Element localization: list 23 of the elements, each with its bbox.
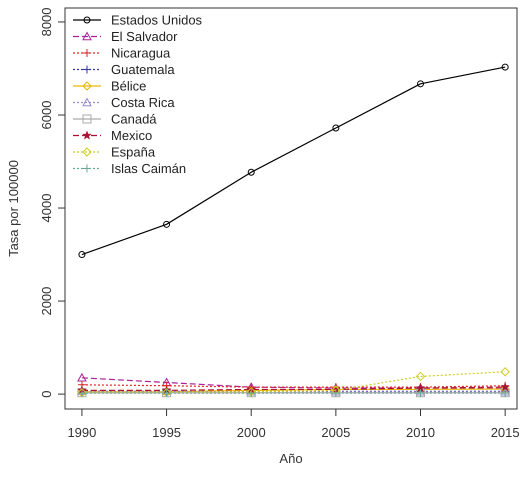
x-tick-label: 2010 xyxy=(406,425,435,440)
legend-label: Islas Caimán xyxy=(111,161,186,176)
legend-label: Mexico xyxy=(111,128,152,143)
legend-label: Estados Unidos xyxy=(111,12,203,28)
x-tick-label: 2000 xyxy=(236,425,266,440)
y-tick-label: 8000 xyxy=(39,7,54,36)
legend-label: Costa Rica xyxy=(111,95,176,110)
legend-label: Nicaragua xyxy=(111,46,172,60)
y-tick-label: 4000 xyxy=(39,194,54,222)
x-tick-label: 2005 xyxy=(321,425,350,440)
y-axis-title: Tasa por 100000 xyxy=(6,160,21,257)
x-tick-label: 2015 xyxy=(490,425,520,440)
y-tick-label: 0 xyxy=(39,390,54,398)
y-tick-label: 6000 xyxy=(39,100,54,130)
x-tick-label: 1995 xyxy=(152,425,182,440)
y-tick-label: 2000 xyxy=(39,286,54,316)
legend-label: España xyxy=(111,144,156,160)
x-axis-title: Año xyxy=(279,451,303,466)
x-tick-label: 1990 xyxy=(67,425,96,440)
legend-label: El Salvador xyxy=(111,29,178,44)
legend-label: Canadá xyxy=(111,112,158,126)
legend-label: Guatemala xyxy=(111,62,176,77)
legend-label: Bélice xyxy=(111,78,146,94)
